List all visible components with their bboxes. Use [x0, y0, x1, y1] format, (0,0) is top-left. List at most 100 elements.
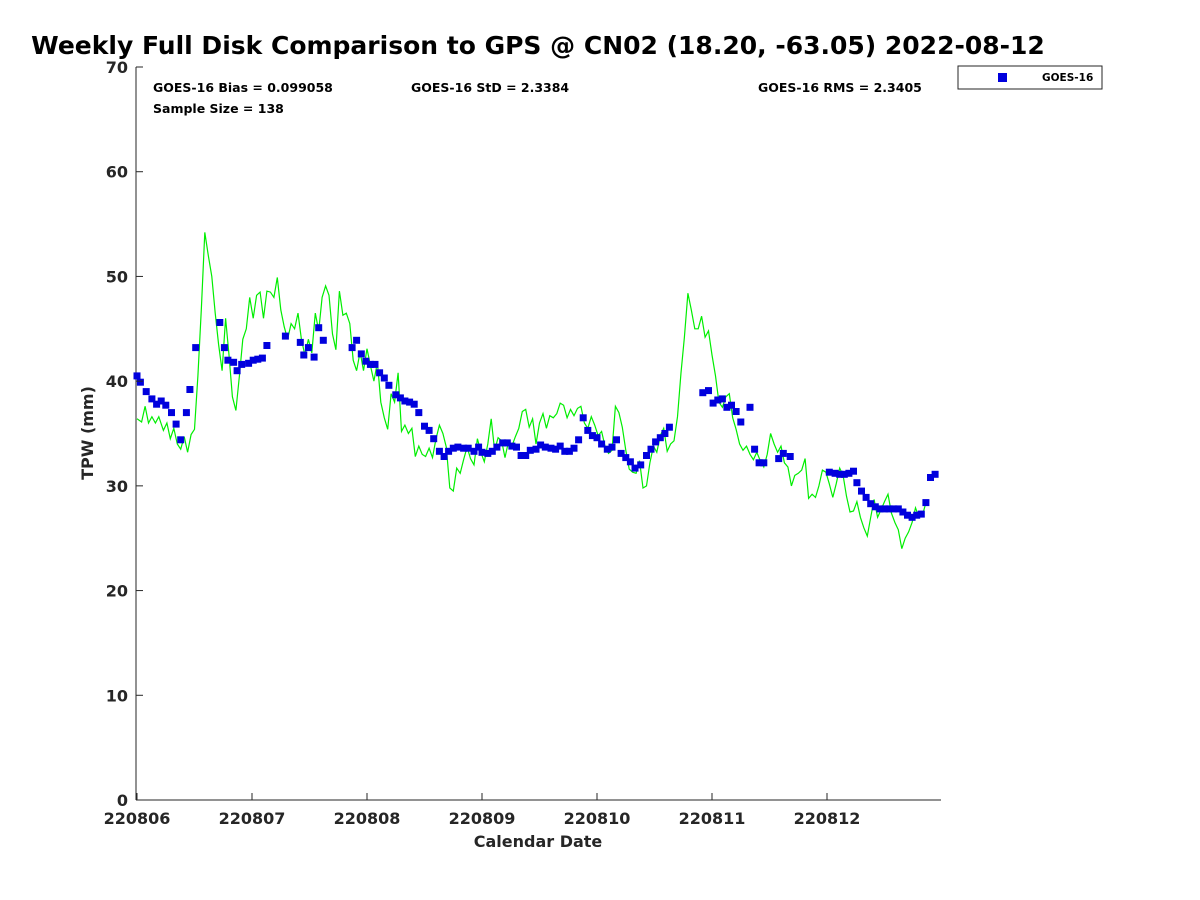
x-tick-label: 220812 [794, 809, 861, 828]
goes16-point [493, 443, 501, 451]
goes16-point [922, 499, 930, 507]
goes16-point [172, 420, 180, 428]
y-axis-ticks: 0 10 20 30 40 50 60 70 [106, 58, 143, 810]
goes16-point [136, 378, 144, 386]
goes16-point [371, 360, 379, 368]
x-tick-label: 220811 [679, 809, 746, 828]
goes16-point [561, 447, 569, 455]
plot-area [133, 67, 941, 801]
goes16-point [449, 444, 457, 452]
goes16-point [425, 426, 433, 434]
goes16-point [376, 369, 384, 377]
goes16-point [366, 360, 374, 368]
goes16-point [853, 479, 861, 487]
goes16-point [570, 444, 578, 452]
goes16-point [406, 398, 414, 406]
y-tick-label: 40 [106, 372, 128, 391]
x-tick-label: 220806 [104, 809, 171, 828]
goes16-point [723, 403, 731, 411]
goes16-point [421, 422, 428, 430]
goes16-point [157, 397, 165, 405]
goes16-point [927, 474, 934, 481]
goes16-point [464, 444, 472, 452]
goes16-point [249, 356, 257, 364]
goes16-point [192, 344, 200, 352]
goes16-point [148, 395, 156, 403]
y-tick-label: 30 [106, 477, 128, 496]
goes16-point [281, 332, 289, 340]
goes16-point [142, 388, 150, 396]
goes16-point [517, 452, 525, 459]
goes16-point [871, 503, 879, 511]
goes16-point [488, 447, 496, 455]
goes16-point [470, 447, 478, 455]
goes16-point [894, 505, 902, 513]
goes16-point [440, 453, 448, 460]
goes16-point [565, 447, 573, 455]
goes16-point [775, 455, 783, 463]
goes16-point [513, 443, 520, 451]
goes16-point [850, 467, 857, 475]
goes16-point [475, 443, 483, 451]
goes16-point [220, 344, 228, 352]
goes16-point [626, 458, 634, 466]
goes16-point [647, 445, 655, 453]
goes16-point [631, 464, 639, 472]
goes16-point [396, 394, 404, 402]
goes16-point [904, 511, 911, 519]
goes16-scatter-series [133, 319, 939, 521]
goes16-point [216, 319, 224, 326]
goes16-point [661, 430, 669, 437]
y-tick-label: 60 [106, 163, 128, 182]
y-tick-label: 50 [106, 267, 128, 286]
goes16-point [319, 336, 327, 344]
goes16-point [357, 350, 365, 358]
goes16-point [831, 469, 839, 477]
goes16-point [168, 409, 175, 417]
goes16-point [353, 336, 361, 344]
goes16-point [786, 453, 794, 460]
goes16-point [931, 470, 939, 478]
goes16-point [705, 387, 712, 395]
goes16-point [304, 344, 312, 352]
goes16-point [575, 436, 583, 444]
goes16-point [224, 356, 232, 364]
goes16-point [885, 505, 893, 513]
goes16-point [652, 438, 660, 446]
chart-title: Weekly Full Disk Comparison to GPS @ CN0… [31, 31, 1045, 60]
legend: GOES-16 [957, 65, 1103, 90]
goes16-point [588, 432, 596, 440]
y-tick-label: 20 [106, 582, 128, 601]
goes16-point [186, 386, 194, 393]
goes16-point [603, 445, 611, 453]
goes16-point [348, 344, 356, 352]
goes16-point [503, 439, 511, 447]
y-tick-label: 10 [106, 686, 128, 705]
goes16-point [556, 442, 564, 450]
goes16-point [643, 452, 650, 459]
goes16-point [840, 470, 848, 478]
goes16-point [613, 436, 620, 444]
legend-marker-goes16 [998, 73, 1007, 82]
y-tick-label: 70 [106, 58, 128, 77]
goes16-point [245, 359, 253, 367]
goes16-point [714, 396, 722, 404]
goes16-point [484, 449, 492, 457]
goes16-point [732, 408, 740, 415]
legend-box [957, 65, 1103, 90]
goes16-point [637, 461, 645, 469]
plot-frame [136, 67, 941, 800]
goes16-point [876, 505, 884, 513]
goes16-point [858, 487, 865, 495]
x-tick-label: 220808 [334, 809, 401, 828]
goes16-point [392, 391, 400, 399]
goes16-point [526, 446, 534, 454]
goes16-point [315, 324, 323, 332]
goes16-point [415, 409, 423, 417]
gps-line-series [136, 232, 927, 549]
goes16-point [133, 372, 141, 380]
goes16-point [254, 355, 262, 363]
goes16-point [177, 436, 185, 444]
y-axis-label: TPW (mm) [78, 386, 97, 480]
